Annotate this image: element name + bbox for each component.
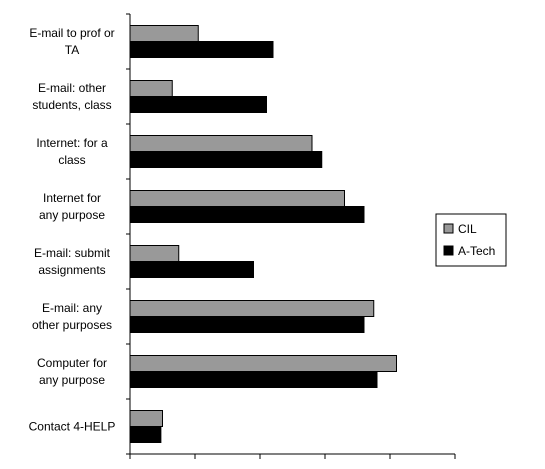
category-label-line: any purpose: [39, 373, 105, 387]
legend-swatch: [443, 223, 454, 234]
legend-box: [435, 213, 507, 267]
bar-cil: [129, 80, 173, 97]
bar-cil: [129, 25, 199, 42]
category-label-line: Contact 4-HELP: [29, 420, 116, 434]
category-label-line: Internet for: [43, 191, 101, 205]
category-label-line: E-mail to prof or: [29, 26, 114, 40]
category-label: Computer for any purpose: [37, 356, 107, 387]
bar-a-tech: [129, 206, 365, 223]
category-label: E-mail to prof or TA: [29, 26, 114, 57]
chart-legend: CIL A-Tech: [435, 213, 507, 267]
category-label-line: E-mail: any: [42, 301, 102, 315]
bar-a-tech: [129, 41, 274, 58]
category-label-line: TA: [65, 43, 79, 57]
category-label-line: class: [58, 153, 85, 167]
bar-a-tech: [129, 371, 378, 388]
bar-cil: [129, 245, 180, 262]
category-label-line: E-mail: other: [38, 81, 106, 95]
bar-a-tech: [129, 151, 323, 168]
bar-cil: [129, 135, 313, 152]
category-label-line: assignments: [38, 263, 105, 277]
category-label: E-mail: other students, class: [32, 81, 111, 112]
legend-label: A-Tech: [458, 244, 495, 258]
category-label: Internet: for a class: [36, 136, 108, 167]
bar-a-tech: [129, 261, 254, 278]
category-label-line: students, class: [32, 98, 111, 112]
chart-axes: [126, 13, 456, 459]
bar-cil: [129, 190, 345, 207]
category-labels: E-mail to prof or TA E-mail: other students…: [29, 26, 116, 434]
category-label: Contact 4-HELP: [29, 420, 116, 434]
bar-cil: [129, 355, 397, 372]
category-label: Internet for any purpose: [39, 191, 105, 222]
bar-cil: [129, 300, 375, 317]
category-label-line: Internet: for a: [36, 136, 108, 150]
chart-bars: [129, 25, 397, 443]
category-label-line: E-mail: submit: [34, 246, 111, 260]
category-label-line: other purposes: [32, 318, 112, 332]
legend-swatch: [443, 245, 454, 256]
bar-a-tech: [129, 426, 162, 443]
bar-a-tech: [129, 96, 267, 113]
category-label-line: any purpose: [39, 208, 105, 222]
bar-a-tech: [129, 316, 365, 333]
category-label: E-mail: any other purposes: [32, 301, 112, 332]
category-label: E-mail: submit assignments: [34, 246, 111, 277]
bar-cil: [129, 410, 163, 427]
legend-label: CIL: [458, 222, 477, 236]
category-label-line: Computer for: [37, 356, 107, 370]
